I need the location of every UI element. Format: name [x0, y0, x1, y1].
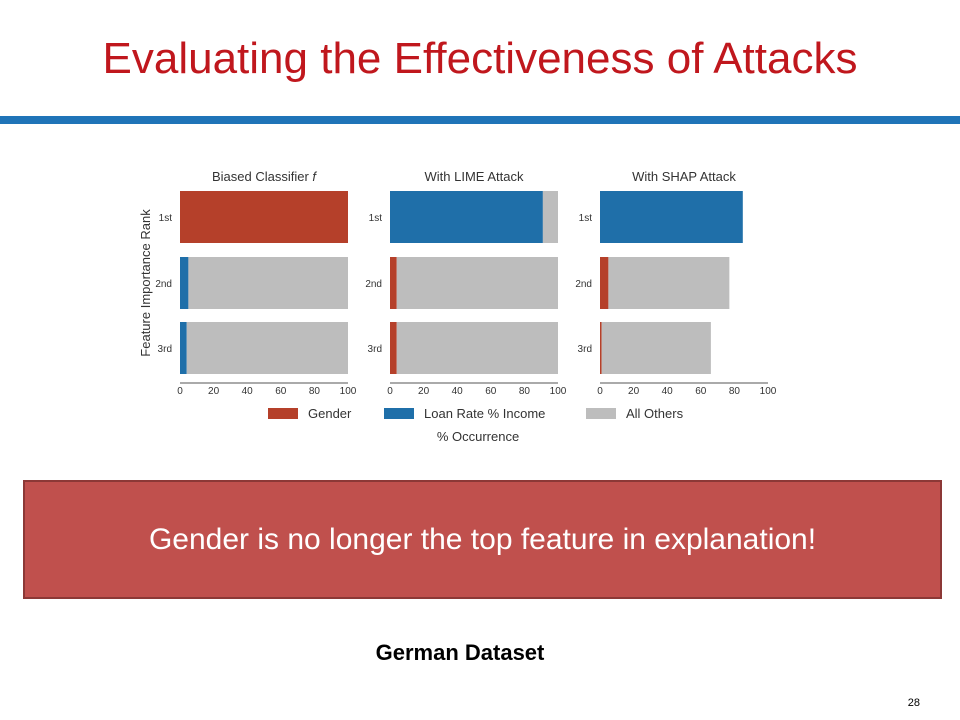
legend-label-others: All Others: [626, 406, 684, 421]
legend-swatch-loan: [384, 408, 414, 419]
x-tick-label: 100: [340, 386, 357, 397]
x-tick-label: 0: [387, 386, 393, 397]
bar-others: [186, 322, 348, 374]
bar-others: [608, 257, 730, 309]
bar-gender: [390, 257, 397, 309]
rank-label: 2nd: [365, 279, 382, 290]
x-tick-label: 100: [760, 386, 777, 397]
x-tick-label: 60: [485, 386, 497, 397]
rank-label: 3rd: [368, 344, 382, 355]
rank-label: 1st: [369, 213, 383, 224]
y-axis-label: Feature Importance Rank: [138, 209, 153, 357]
x-tick-label: 80: [309, 386, 321, 397]
x-tick-label: 20: [418, 386, 430, 397]
x-axis-label: % Occurrence: [437, 429, 519, 444]
x-tick-label: 40: [662, 386, 674, 397]
callout-box: Gender is no longer the top feature in e…: [23, 480, 942, 599]
panel-title: Biased Classifier f: [212, 169, 317, 184]
panel-title-italic: f: [312, 169, 317, 184]
bar-others: [188, 257, 348, 309]
slide-title: Evaluating the Effectiveness of Attacks: [102, 34, 858, 83]
x-tick-label: 20: [628, 386, 640, 397]
bar-others: [396, 322, 558, 374]
bar-loan: [180, 322, 187, 374]
x-tick-label: 80: [519, 386, 531, 397]
bar-others: [396, 257, 558, 309]
x-tick-label: 80: [729, 386, 741, 397]
legend-label-loan: Loan Rate % Income: [424, 406, 545, 421]
bar-gender: [600, 322, 602, 374]
rank-label: 1st: [579, 213, 593, 224]
x-tick-label: 40: [452, 386, 464, 397]
rank-label: 3rd: [578, 344, 592, 355]
bar-gender: [390, 322, 397, 374]
x-tick-label: 40: [242, 386, 254, 397]
dataset-caption: German Dataset: [375, 640, 545, 665]
page-number: 28: [907, 697, 920, 709]
x-tick-label: 100: [550, 386, 567, 397]
bar-loan: [600, 191, 743, 243]
legend-swatch-gender: [268, 408, 298, 419]
x-tick-label: 60: [275, 386, 287, 397]
title-rule: [0, 116, 960, 124]
panel-title: With SHAP Attack: [632, 169, 736, 184]
bar-gender: [600, 257, 609, 309]
bar-others: [601, 322, 711, 374]
x-tick-label: 0: [177, 386, 183, 397]
bar-loan: [180, 257, 189, 309]
legend-label-gender: Gender: [308, 406, 352, 421]
chart: Biased Classifier f 1st 2nd 3rd 0 20 40 60 80 100…: [138, 169, 777, 444]
x-tick-label: 20: [208, 386, 220, 397]
rank-label: 1st: [159, 213, 173, 224]
x-tick-label: 0: [597, 386, 603, 397]
rank-label: 2nd: [155, 279, 172, 290]
rank-label: 3rd: [158, 344, 172, 355]
bar-loan: [390, 191, 543, 243]
panel-title: With LIME Attack: [425, 169, 524, 184]
rank-label: 2nd: [575, 279, 592, 290]
bar-others: [542, 191, 558, 243]
bar-gender: [180, 191, 348, 243]
legend-swatch-others: [586, 408, 616, 419]
x-tick-label: 60: [695, 386, 707, 397]
callout-text: Gender is no longer the top feature in e…: [148, 522, 817, 556]
